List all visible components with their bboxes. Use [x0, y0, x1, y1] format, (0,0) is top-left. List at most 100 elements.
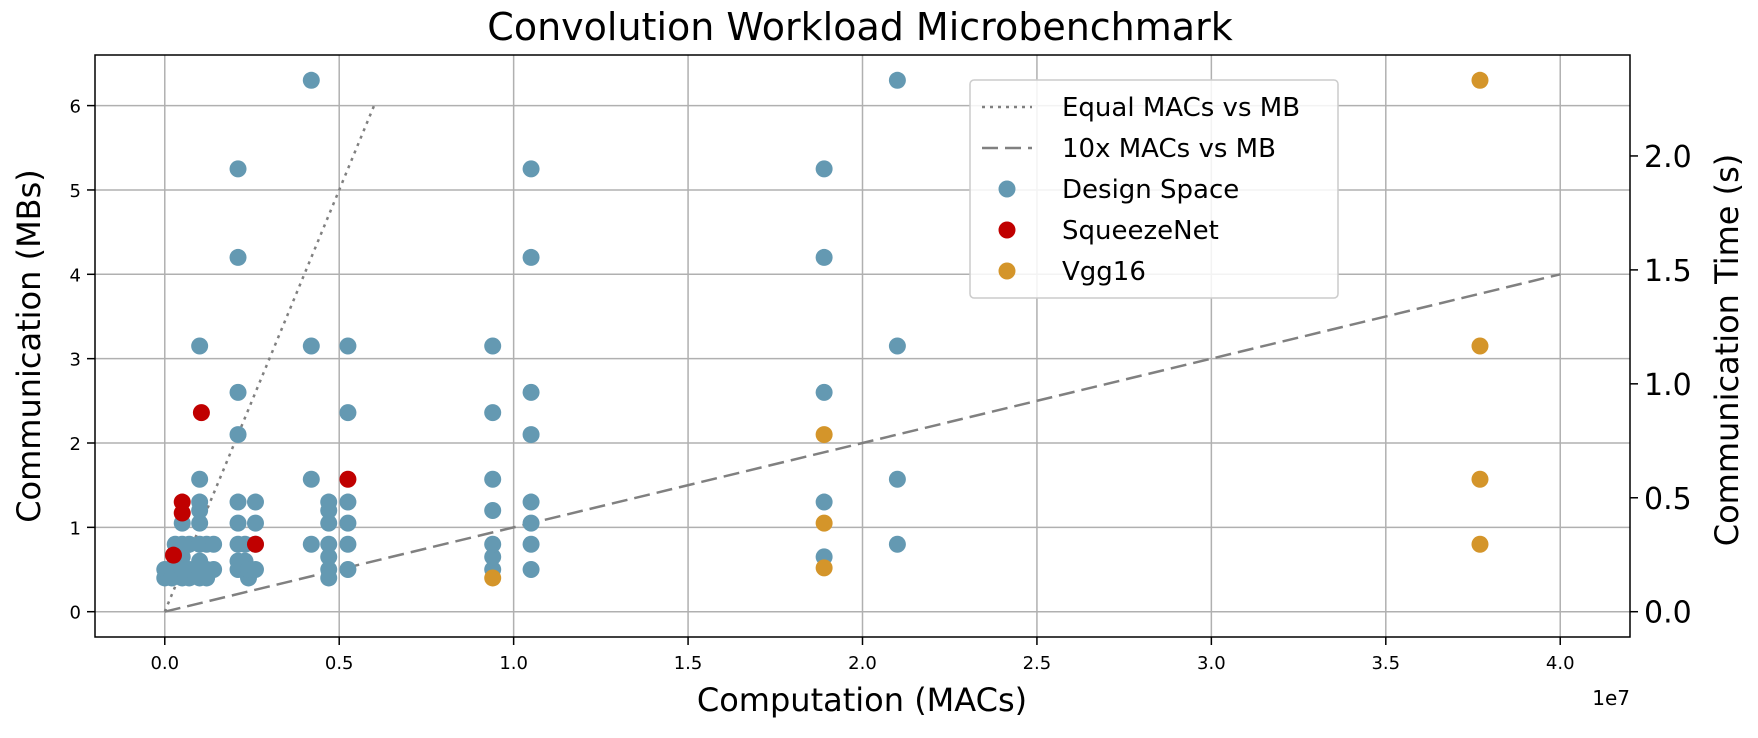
data-point: [815, 383, 833, 401]
x-axis-title: Computation (MACs): [697, 681, 1027, 719]
data-point: [229, 514, 247, 532]
legend-label: Design Space: [1062, 175, 1239, 205]
reference-line: [164, 273, 1561, 613]
data-point: [339, 493, 357, 511]
x-tick-label: 3.5: [1371, 653, 1400, 674]
data-point: [205, 561, 223, 579]
data-point: [339, 404, 357, 422]
data-point: [246, 493, 264, 511]
data-point: [1471, 71, 1489, 89]
data-point: [484, 535, 502, 553]
data-point: [522, 248, 540, 266]
data-point: [164, 546, 182, 564]
legend-point-marker: [998, 262, 1016, 280]
legend-label: Vgg16: [1062, 257, 1146, 287]
data-point: [522, 561, 540, 579]
data-point: [205, 535, 223, 553]
y-tick-label: 0: [70, 603, 81, 624]
data-point: [320, 561, 338, 579]
legend: Equal MACs vs MB 10x MACs vs MB Design Spa…: [969, 79, 1339, 299]
data-point: [339, 561, 357, 579]
data-point: [246, 535, 264, 553]
data-point: [522, 383, 540, 401]
data-point: [339, 535, 357, 553]
data-points: [156, 71, 1489, 587]
legend-box: [969, 79, 1339, 299]
data-point: [815, 493, 833, 511]
data-point: [888, 337, 906, 355]
y-tick-label: 5: [70, 181, 81, 202]
x-axis-offset-label: 1e7: [1592, 686, 1630, 710]
data-point: [522, 160, 540, 178]
data-point: [191, 493, 209, 511]
y2-axis-ticks: 0.0 0.5 1.0 1.5 2.0: [1630, 140, 1692, 631]
data-point: [246, 561, 264, 579]
data-point: [191, 337, 209, 355]
data-point: [815, 248, 833, 266]
reference-lines: [163, 105, 1561, 613]
y-tick-label: 6: [70, 97, 81, 118]
data-point: [173, 493, 191, 511]
data-point: [815, 160, 833, 178]
y2-axis-title: Communication Time (s): [1708, 154, 1746, 547]
y2-tick-label: 0.5: [1644, 482, 1692, 517]
data-point: [302, 337, 320, 355]
data-point: [1471, 535, 1489, 553]
data-point: [229, 426, 247, 444]
y2-tick-label: 0.0: [1644, 596, 1692, 631]
data-point: [302, 535, 320, 553]
data-point: [320, 493, 338, 511]
y2-tick-label: 1.5: [1644, 254, 1692, 289]
data-point: [484, 404, 502, 422]
data-point: [229, 383, 247, 401]
data-point: [888, 535, 906, 553]
data-point: [302, 470, 320, 488]
data-point: [191, 470, 209, 488]
data-point: [229, 160, 247, 178]
chart-title: Convolution Workload Microbenchmark: [487, 5, 1232, 49]
data-point: [1471, 470, 1489, 488]
data-point: [522, 535, 540, 553]
data-point: [484, 470, 502, 488]
data-point: [484, 501, 502, 519]
data-point: [320, 514, 338, 532]
data-point: [484, 569, 502, 587]
x-tick-label: 1.0: [499, 653, 528, 674]
y-axis-ticks: 0 1 2 3 4 5 6: [70, 97, 95, 624]
data-point: [229, 493, 247, 511]
data-point: [320, 535, 338, 553]
y-axis-title: Communication (MBs): [10, 169, 48, 523]
y-tick-label: 1: [70, 518, 81, 539]
legend-label: Equal MACs vs MB: [1062, 93, 1300, 123]
y-tick-label: 3: [70, 350, 81, 371]
legend-label: 10x MACs vs MB: [1062, 134, 1276, 164]
data-point: [302, 71, 320, 89]
y-tick-label: 4: [70, 265, 81, 286]
x-tick-label: 2.5: [1023, 653, 1052, 674]
x-tick-label: 3.0: [1197, 653, 1226, 674]
data-point: [320, 548, 338, 566]
data-point: [191, 514, 209, 532]
data-point: [339, 337, 357, 355]
y2-tick-label: 1.0: [1644, 368, 1692, 403]
data-point: [888, 71, 906, 89]
x-tick-label: 1.5: [674, 653, 703, 674]
data-point: [888, 470, 906, 488]
data-point: [815, 426, 833, 444]
data-point: [522, 426, 540, 444]
legend-point-marker: [998, 180, 1016, 198]
reference-line: [163, 105, 376, 613]
x-axis-ticks: 0.0 0.5 1.0 1.5 2.0 2.5 3.0 3.5 4.0: [150, 637, 1575, 674]
x-tick-label: 0.0: [150, 653, 179, 674]
data-point: [339, 470, 357, 488]
x-tick-label: 2.0: [848, 653, 877, 674]
data-point: [815, 514, 833, 532]
data-point: [484, 337, 502, 355]
legend-label: SqueezeNet: [1062, 216, 1219, 246]
data-point: [246, 514, 264, 532]
data-point: [192, 404, 210, 422]
data-point: [1471, 337, 1489, 355]
y2-tick-label: 2.0: [1644, 140, 1692, 175]
data-point: [815, 559, 833, 577]
